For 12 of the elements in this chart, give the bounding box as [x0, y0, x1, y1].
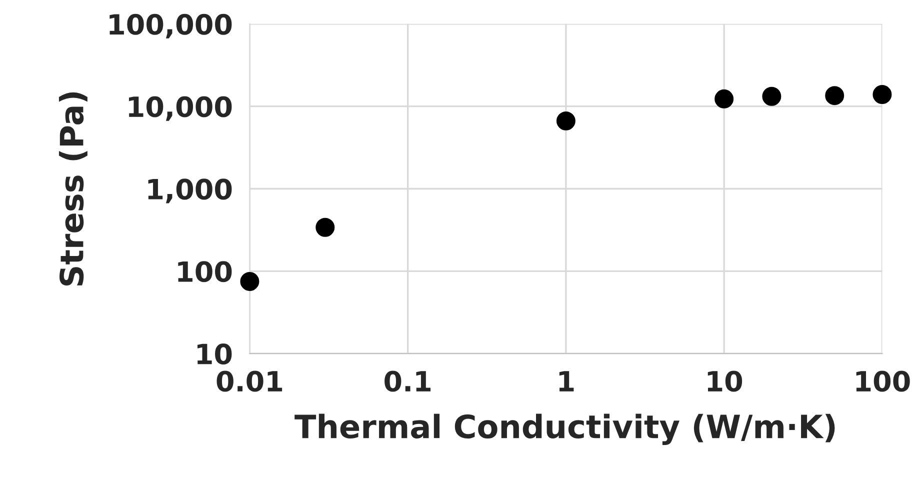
y-tick-label: 10	[198, 344, 232, 365]
x-tick-label: 100	[856, 370, 910, 392]
x-tick-label: 1	[559, 371, 574, 392]
y-tick-label: 100	[178, 261, 232, 282]
y-tick-label: 10,000	[128, 96, 232, 121]
y-axis-title: Stress (Pa)	[58, 92, 88, 286]
y-tick-label: 100,000	[110, 14, 232, 38]
x-tick-label: 0.1	[384, 370, 431, 392]
x-tick-label: 0.01	[216, 370, 282, 392]
y-tick-label: 1,000	[148, 178, 232, 204]
x-axis-title: Thermal Conductivity (W/m·K)	[294, 414, 835, 445]
x-tick-label: 10	[708, 370, 742, 392]
